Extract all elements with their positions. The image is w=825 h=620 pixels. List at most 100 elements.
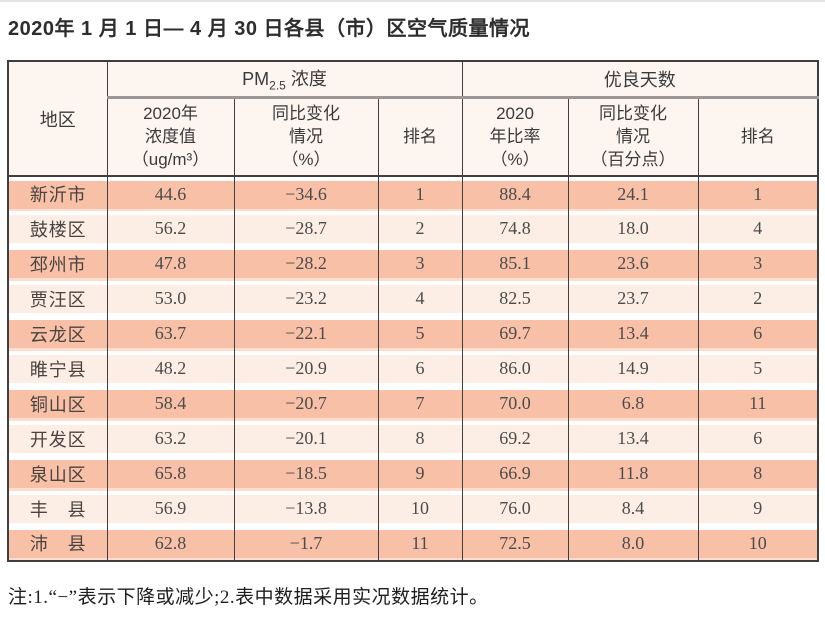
- pm-change-cell: −1.7: [233, 526, 379, 561]
- good-ratio-cell: 66.9: [461, 456, 569, 491]
- region-cell: 泉山区: [7, 456, 108, 491]
- table-row: 贾汪区 53.0 −23.2 4 82.5 23.7 2: [7, 281, 819, 316]
- column-header-region: 地区: [7, 61, 108, 177]
- good-rank-cell: 1: [697, 176, 819, 211]
- region-name: 贾汪区: [29, 289, 86, 310]
- pm-rank-cell: 3: [377, 246, 463, 281]
- region-cell: 邳州市: [7, 246, 108, 281]
- column-header-pm-value: 2020年 浓度值 （ug/m³）: [106, 97, 235, 177]
- good-rank-cell: 6: [697, 421, 819, 456]
- pm-change-cell: −13.8: [233, 491, 379, 526]
- pm-value-cell: 48.2: [106, 351, 235, 386]
- pm25-label-suffix: 浓度: [285, 68, 327, 89]
- pm-change-cell: −20.9: [233, 351, 379, 386]
- table-row: 新沂市 44.6 −34.6 1 88.4 24.1 1: [7, 176, 819, 211]
- table-header: 地区 PM2.5 浓度 优良天数 2020年 浓度值 （ug/m³） 同比变化 …: [7, 61, 819, 177]
- good-rank-cell: 10: [697, 526, 819, 561]
- pm-change-cell: −18.5: [233, 456, 379, 491]
- good-rank-cell: 4: [697, 211, 819, 246]
- good-rank-cell: 9: [697, 491, 819, 526]
- air-quality-table: 地区 PM2.5 浓度 优良天数 2020年 浓度值 （ug/m³） 同比变化 …: [7, 60, 820, 562]
- pm-value-cell: 58.4: [106, 386, 235, 421]
- column-header-pm-rank: 排名: [377, 97, 463, 177]
- good-ratio-cell: 69.7: [461, 316, 569, 351]
- region-cell: 沛县: [7, 526, 108, 561]
- good-ratio-cell: 86.0: [461, 351, 569, 386]
- region-name: 铜山区: [29, 394, 86, 415]
- good-change-cell: 8.0: [567, 526, 699, 561]
- pm-change-cell: −28.2: [233, 246, 379, 281]
- pm-value-cell: 53.0: [106, 281, 235, 316]
- good-ratio-cell: 82.5: [461, 281, 569, 316]
- region-cell: 云龙区: [7, 316, 108, 351]
- region-name: 云龙区: [29, 324, 86, 345]
- region-cell: 贾汪区: [7, 281, 108, 316]
- group-header-good-days: 优良天数: [461, 61, 819, 99]
- good-change-cell: 23.6: [567, 246, 699, 281]
- region-cell: 丰县: [7, 491, 108, 526]
- pm-rank-cell: 11: [377, 526, 463, 561]
- good-rank-cell: 11: [697, 386, 819, 421]
- good-change-cell: 8.4: [567, 491, 699, 526]
- good-change-cell: 24.1: [567, 176, 699, 211]
- good-rank-cell: 8: [697, 456, 819, 491]
- column-header-good-ratio: 2020 年比率 （%）: [461, 97, 569, 177]
- region-name: 开发区: [29, 429, 86, 450]
- good-rank-cell: 2: [697, 281, 819, 316]
- pm-change-cell: −23.2: [233, 281, 379, 316]
- good-ratio-cell: 88.4: [461, 176, 569, 211]
- pm-value-cell: 47.8: [106, 246, 235, 281]
- region-cell: 新沂市: [7, 176, 108, 211]
- good-change-cell: 13.4: [567, 421, 699, 456]
- pm-change-cell: −20.1: [233, 421, 379, 456]
- table-row: 铜山区 58.4 −20.7 7 70.0 6.8 11: [7, 386, 819, 421]
- pm-value-cell: 44.6: [106, 176, 235, 211]
- pm-rank-cell: 9: [377, 456, 463, 491]
- region-name: 睢宁县: [29, 359, 86, 380]
- good-ratio-cell: 85.1: [461, 246, 569, 281]
- region-cell: 铜山区: [7, 386, 108, 421]
- region-name: 鼓楼区: [29, 219, 86, 240]
- group-header-pm25: PM2.5 浓度: [106, 61, 463, 99]
- pm25-label-prefix: PM: [242, 68, 270, 89]
- top-divider: [0, 0, 825, 2]
- table-row: 邳州市 47.8 −28.2 3 85.1 23.6 3: [7, 246, 819, 281]
- pm-value-cell: 63.7: [106, 316, 235, 351]
- good-change-cell: 18.0: [567, 211, 699, 246]
- region-name: 泉山区: [29, 464, 86, 485]
- page-title: 2020年 1 月 1 日— 4 月 30 日各县（市）区空气质量情况: [8, 18, 531, 40]
- pm-change-cell: −34.6: [233, 176, 379, 211]
- good-ratio-cell: 69.2: [461, 421, 569, 456]
- table-row: 沛县 62.8 −1.7 11 72.5 8.0 10: [7, 526, 819, 561]
- pm-change-cell: −22.1: [233, 316, 379, 351]
- region-name: 邳州市: [29, 254, 86, 275]
- pm-rank-cell: 6: [377, 351, 463, 386]
- column-header-pm-change: 同比变化 情况 （%）: [233, 97, 379, 177]
- good-rank-cell: 5: [697, 351, 819, 386]
- pm-value-cell: 56.2: [106, 211, 235, 246]
- table-row: 云龙区 63.7 −22.1 5 69.7 13.4 6: [7, 316, 819, 351]
- pm-value-cell: 56.9: [106, 491, 235, 526]
- table-row: 鼓楼区 56.2 −28.7 2 74.8 18.0 4: [7, 211, 819, 246]
- column-header-good-rank: 排名: [697, 97, 819, 177]
- pm-rank-cell: 5: [377, 316, 463, 351]
- good-change-cell: 13.4: [567, 316, 699, 351]
- good-rank-cell: 6: [697, 316, 819, 351]
- pm-value-cell: 63.2: [106, 421, 235, 456]
- pm-rank-cell: 4: [377, 281, 463, 316]
- table-row: 睢宁县 48.2 −20.9 6 86.0 14.9 5: [7, 351, 819, 386]
- table-row: 丰县 56.9 −13.8 10 76.0 8.4 9: [7, 491, 819, 526]
- good-ratio-cell: 72.5: [461, 526, 569, 561]
- good-change-cell: 23.7: [567, 281, 699, 316]
- column-header-good-change: 同比变化 情况 （百分点）: [567, 97, 699, 177]
- pm-value-cell: 62.8: [106, 526, 235, 561]
- pm-rank-cell: 10: [377, 491, 463, 526]
- good-ratio-cell: 74.8: [461, 211, 569, 246]
- pm-value-cell: 65.8: [106, 456, 235, 491]
- table-body: 新沂市 44.6 −34.6 1 88.4 24.1 1 鼓楼区 56.2 −2…: [7, 176, 819, 561]
- pm-rank-cell: 1: [377, 176, 463, 211]
- footnote: 注:1.“−”表示下降或减少;2.表中数据采用实况数据统计。: [8, 587, 489, 608]
- pm-change-cell: −20.7: [233, 386, 379, 421]
- pm-change-cell: −28.7: [233, 211, 379, 246]
- good-change-cell: 14.9: [567, 351, 699, 386]
